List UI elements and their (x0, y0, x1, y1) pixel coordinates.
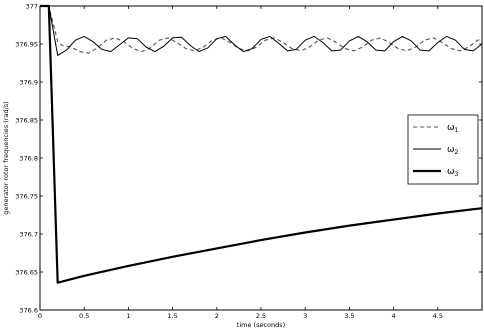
series-lines (40, 4, 483, 284)
axis-ticks: 0 0.5 1 1.5 2 2.5 3 3.5 4 4.5 376.6 376.65 376.7 376.… (15, 2, 482, 320)
series-line-3 (40, 4, 483, 284)
x-tick-label: 2.5 (256, 312, 266, 320)
x-tick-label: 4.5 (433, 312, 443, 320)
y-tick-label: 376.95 (15, 40, 38, 48)
x-tick-label: 3 (303, 312, 307, 320)
y-tick-label: 376.75 (15, 192, 38, 200)
legend: ω1 ω2 ω3 (407, 114, 479, 185)
x-tick-label: 1.5 (167, 312, 177, 320)
legend-label-2: ω2 (447, 145, 459, 156)
x-tick-label: 1 (126, 312, 130, 320)
y-tick-label: 376.85 (15, 116, 38, 124)
x-tick-label: 3.5 (344, 312, 354, 320)
y-tick-label: 376.7 (19, 230, 38, 238)
y-tick-label: 377 (26, 2, 38, 10)
y-tick-label: 376.6 (19, 306, 38, 314)
legend-label-1: ω1 (447, 123, 459, 134)
y-tick-label: 376.8 (19, 154, 38, 162)
y-axis-label: generator rotor frequencies (rad/s) (2, 101, 10, 214)
y-tick-label: 376.9 (19, 78, 38, 86)
legend-label-3: ω3 (447, 167, 459, 178)
series-line-1 (40, 5, 483, 54)
x-tick-label: 0.5 (79, 312, 89, 320)
x-tick-label: 2 (215, 312, 219, 320)
x-tick-label: 4 (392, 312, 396, 320)
x-axis-label: time (seconds) (237, 321, 285, 329)
x-tick-label: 0 (38, 312, 42, 320)
y-tick-label: 376.65 (15, 268, 38, 276)
series-line-2 (40, 5, 483, 56)
